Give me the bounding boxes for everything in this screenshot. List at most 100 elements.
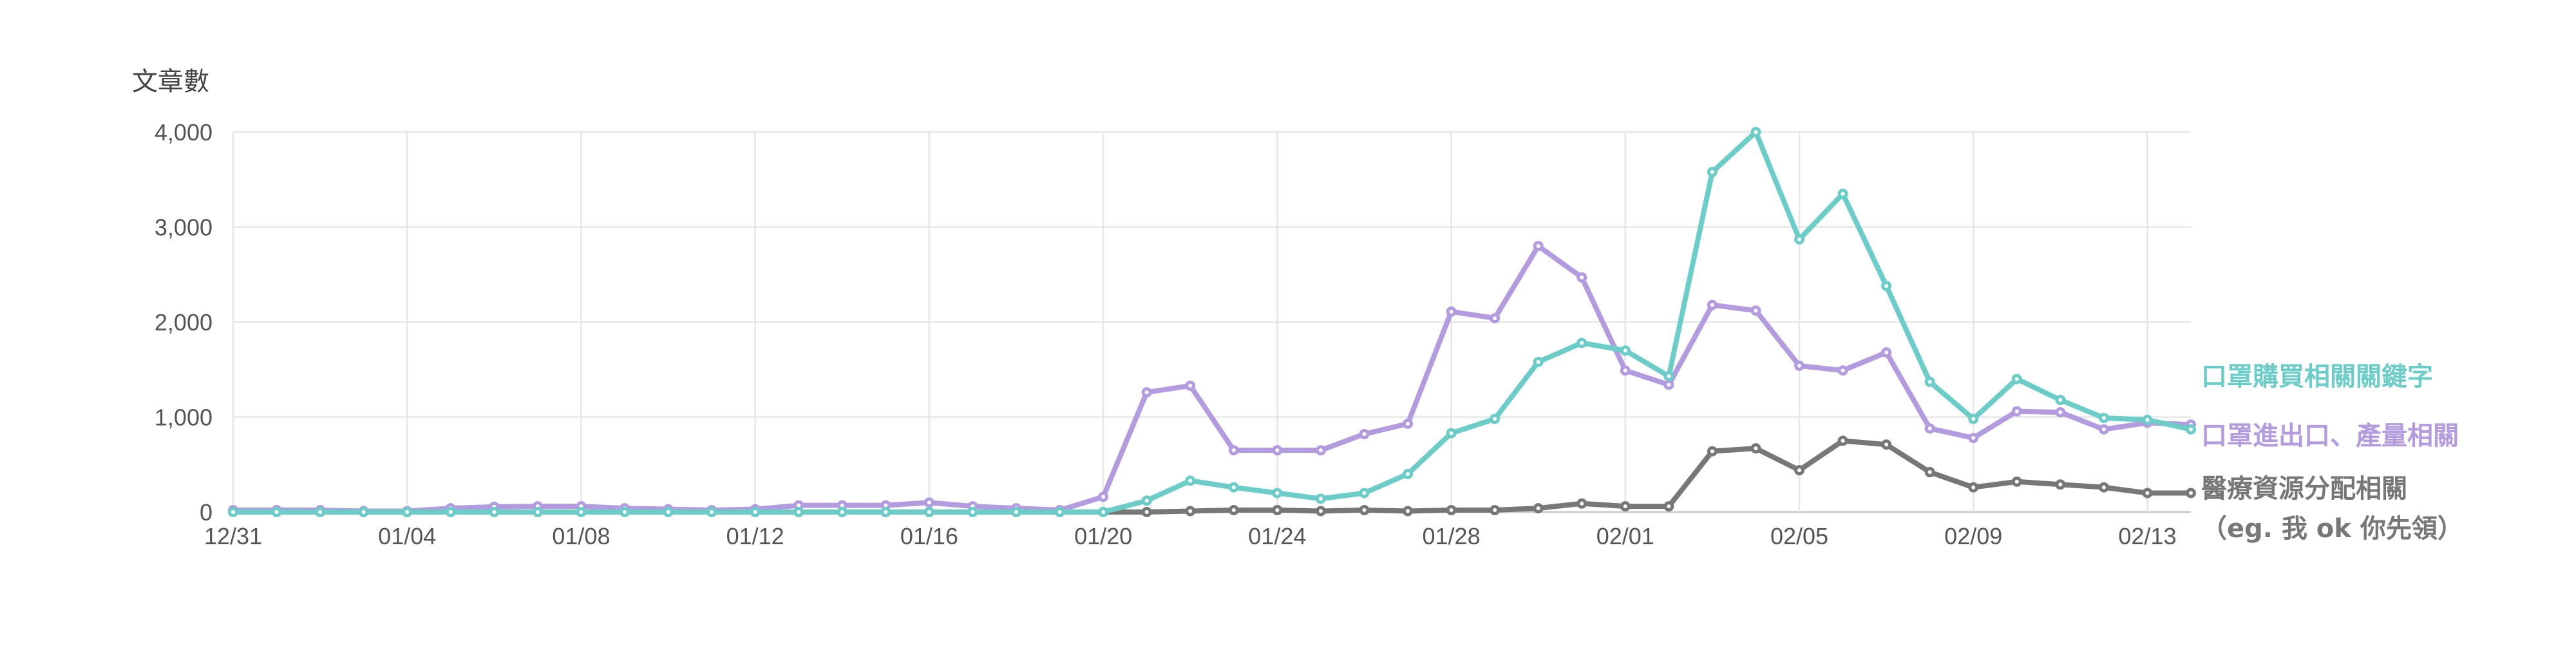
- data-point: [1315, 493, 1326, 504]
- data-point: [271, 507, 282, 517]
- x-tick-labels: 12/31 01/04 01/08 01/12 01/16 01/20 01/24 01/28…: [204, 523, 2177, 549]
- data-point: [2055, 479, 2066, 490]
- data-point: [620, 507, 630, 517]
- data-point: [1707, 446, 1718, 457]
- data-point: [1141, 507, 1152, 517]
- data-point: [1141, 387, 1152, 398]
- series-2: [228, 241, 2196, 517]
- data-point: [1141, 495, 1152, 506]
- data-point: [1924, 423, 1935, 434]
- data-point: [1228, 445, 1239, 456]
- data-point: [2055, 407, 2066, 418]
- data-point: [1577, 272, 1587, 283]
- data-point: [1533, 356, 1544, 367]
- data-point: [2142, 414, 2153, 425]
- data-point: [1359, 488, 1370, 499]
- data-point: [837, 507, 848, 517]
- data-point: [2098, 424, 2109, 435]
- data-point: [1315, 506, 1326, 517]
- data-point: [750, 507, 761, 517]
- series-line: [231, 129, 2193, 515]
- data-point: [1446, 505, 1457, 516]
- data-point: [923, 507, 934, 517]
- legend-label-2: 口罩進出口、產量相關: [2201, 421, 2459, 451]
- data-point: [1490, 413, 1501, 424]
- data-point: [1968, 413, 1979, 424]
- data-point: [1707, 299, 1718, 310]
- data-point: [1403, 469, 1413, 479]
- data-point: [2011, 406, 2022, 417]
- x-tick-label: 02/13: [2118, 523, 2176, 549]
- data-point: [1750, 305, 1761, 316]
- data-point: [880, 507, 891, 517]
- data-point: [1794, 234, 1804, 245]
- data-point: [1446, 306, 1457, 317]
- series-3: [228, 435, 2196, 517]
- data-point: [315, 507, 326, 517]
- series-line: [231, 243, 2193, 514]
- data-point: [793, 507, 804, 517]
- data-point: [2011, 476, 2022, 487]
- x-tick-label: 01/12: [726, 523, 784, 549]
- data-point: [1663, 371, 1674, 382]
- data-point: [1794, 465, 1804, 476]
- legend-label-1: 口罩購買相關關鍵字: [2201, 362, 2433, 392]
- data-point: [1185, 475, 1196, 486]
- data-point: [489, 507, 500, 517]
- data-point: [1968, 432, 1979, 443]
- data-point: [1315, 445, 1326, 456]
- x-tick-label: 01/24: [1248, 523, 1306, 549]
- y-tick-label: 3,000: [155, 214, 213, 241]
- series-1: [228, 127, 2196, 517]
- data-point: [1924, 467, 1935, 478]
- data-point: [1054, 507, 1065, 517]
- data-point: [1098, 491, 1109, 502]
- data-point: [1533, 241, 1544, 251]
- data-point: [1924, 376, 1935, 387]
- data-point: [1098, 507, 1109, 517]
- data-point: [1185, 506, 1196, 517]
- data-point: [1446, 428, 1457, 439]
- data-point: [576, 507, 587, 517]
- data-point: [1881, 439, 1892, 450]
- data-point: [1837, 435, 1848, 446]
- x-tick-label: 02/05: [1770, 523, 1828, 549]
- data-point: [1228, 482, 1239, 493]
- data-point: [2098, 412, 2109, 423]
- data-point: [228, 507, 238, 517]
- data-point: [532, 507, 543, 517]
- x-tick-label: 01/20: [1074, 523, 1132, 549]
- data-point: [967, 507, 978, 517]
- data-point: [1620, 501, 1631, 512]
- data-point: [923, 497, 934, 508]
- data-point: [1620, 365, 1631, 376]
- data-point: [2011, 374, 2022, 385]
- data-point: [1359, 505, 1370, 516]
- data-point: [1272, 505, 1283, 516]
- data-point: [1577, 498, 1587, 509]
- grid: [232, 131, 2191, 513]
- data-point: [1707, 166, 1718, 177]
- data-point: [1750, 443, 1761, 454]
- data-point: [358, 507, 369, 517]
- data-point: [2186, 488, 2196, 499]
- x-tick-label: 02/01: [1596, 523, 1654, 549]
- y-tick-label: 0: [200, 499, 213, 526]
- data-point: [1577, 337, 1587, 348]
- data-point: [1272, 445, 1283, 456]
- data-point: [2142, 488, 2153, 499]
- legend-label-3-line2: （eg. 我 ok 你先領）: [2201, 514, 2463, 544]
- data-point: [1185, 380, 1196, 391]
- data-point: [1968, 482, 1979, 493]
- data-point: [1490, 313, 1501, 324]
- data-point: [1272, 488, 1283, 499]
- data-point: [1228, 505, 1239, 516]
- y-tick-labels: 0 1,000 2,000 3,000 4,000: [155, 119, 213, 526]
- data-point: [1011, 507, 1021, 517]
- x-tick-label: 12/31: [204, 523, 262, 549]
- data-point: [2098, 482, 2109, 493]
- data-point: [1750, 127, 1761, 137]
